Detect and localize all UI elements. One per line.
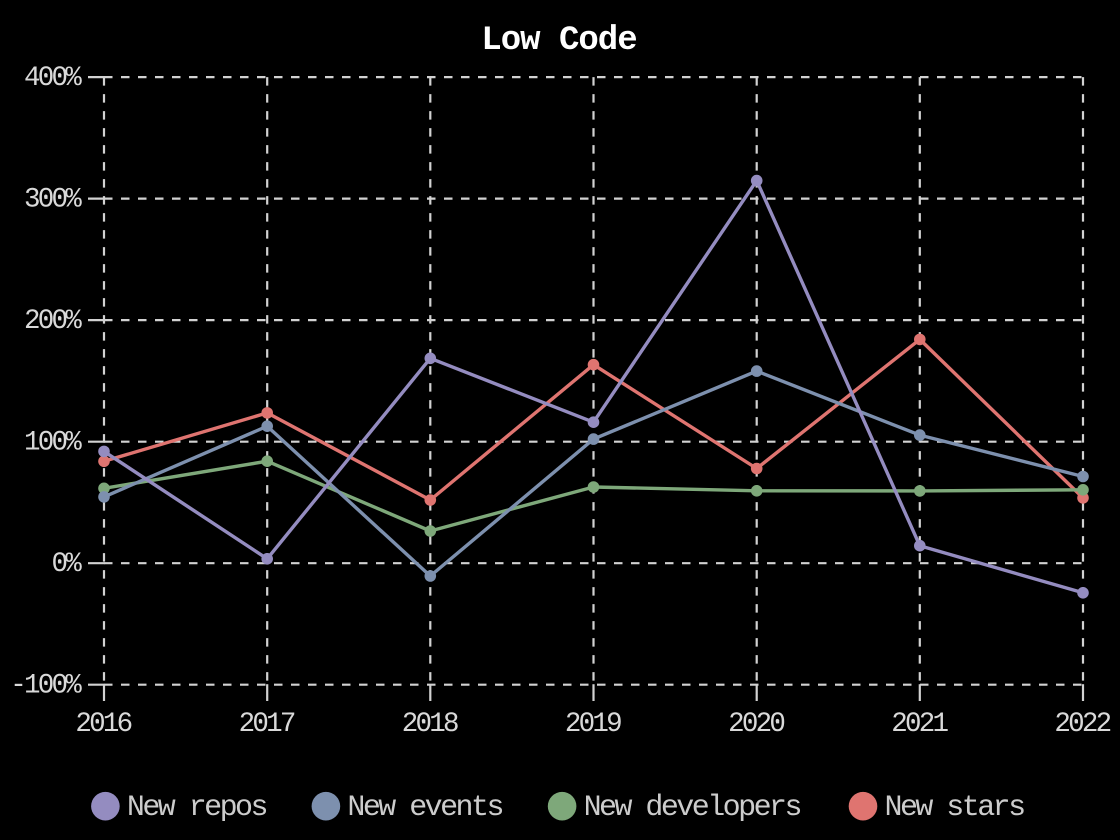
svg-text:New developers: New developers — [584, 791, 801, 825]
svg-text:Low Code: Low Code — [481, 22, 636, 60]
svg-text:2020: 2020 — [728, 709, 784, 740]
svg-text:New events: New events — [347, 791, 502, 825]
svg-text:400%: 400% — [24, 63, 82, 94]
svg-text:2016: 2016 — [75, 709, 131, 740]
svg-text:-100%: -100% — [10, 671, 82, 702]
svg-text:300%: 300% — [24, 184, 82, 215]
svg-text:2019: 2019 — [565, 709, 621, 740]
svg-text:2021: 2021 — [891, 709, 948, 740]
svg-text:2017: 2017 — [239, 709, 295, 740]
svg-text:New repos: New repos — [127, 791, 267, 825]
svg-text:0%: 0% — [51, 549, 82, 580]
svg-text:2018: 2018 — [402, 709, 458, 740]
svg-text:2022: 2022 — [1054, 709, 1110, 740]
svg-text:New stars: New stars — [885, 791, 1025, 825]
svg-text:100%: 100% — [24, 428, 82, 459]
svg-text:200%: 200% — [24, 306, 82, 337]
